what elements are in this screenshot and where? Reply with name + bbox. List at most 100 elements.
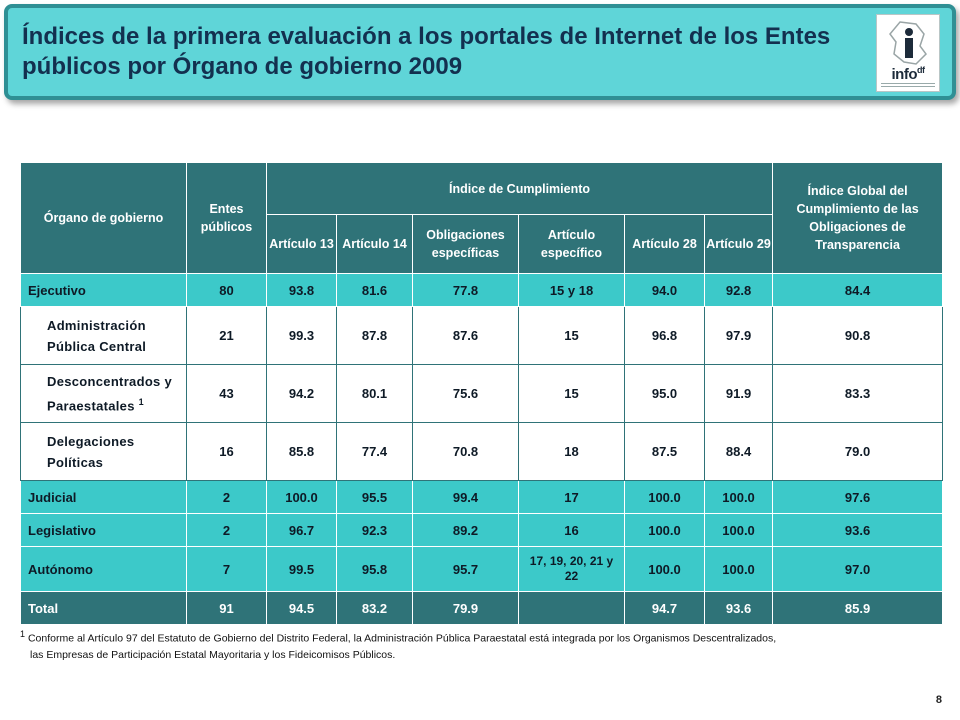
cell-organo: Total — [20, 591, 187, 625]
cell-entes: 80 — [186, 273, 267, 307]
cell-obligaciones: 95.7 — [412, 546, 519, 592]
table-row: Ejecutivo 80 93.8 81.6 77.8 15 y 18 94.0… — [20, 273, 944, 307]
cell-art-especifico: 15 — [518, 306, 625, 365]
header-art14: Artículo 14 — [336, 214, 413, 274]
cell-art29: 100.0 — [703, 546, 774, 592]
cell-art-especifico: 16 — [518, 513, 625, 547]
cell-art29: 97.9 — [703, 306, 774, 365]
cell-art14: 83.2 — [336, 591, 413, 625]
cell-entes: 7 — [186, 546, 267, 592]
cell-art29: 93.6 — [703, 591, 774, 625]
cell-art-especifico: 18 — [518, 422, 625, 481]
cell-art28: 87.5 — [624, 422, 705, 481]
cell-global: 90.8 — [772, 306, 944, 365]
cell-art13: 85.8 — [266, 422, 337, 481]
header-indice-cumplimiento: Índice de Cumplimiento — [265, 162, 774, 215]
cell-art-especifico: 15 — [518, 364, 625, 423]
header-entes: Entes públicos — [186, 162, 267, 274]
cell-art14: 87.8 — [336, 306, 413, 365]
cell-art14: 92.3 — [336, 513, 413, 547]
cell-entes: 43 — [186, 364, 267, 423]
cell-art13: 94.2 — [266, 364, 337, 423]
cell-global: 83.3 — [772, 364, 944, 423]
evaluation-table: Órgano de gobierno Entes públicos Índice… — [20, 162, 944, 625]
cell-art28: 96.8 — [624, 306, 705, 365]
cell-art28: 94.0 — [624, 273, 705, 307]
cell-art-especifico — [518, 591, 625, 625]
cell-art13: 100.0 — [266, 480, 337, 514]
cell-obligaciones: 89.2 — [412, 513, 519, 547]
cell-organo: Judicial — [20, 480, 187, 514]
page-number: 8 — [935, 694, 942, 706]
cell-art-especifico: 17, 19, 20, 21 y 22 — [518, 546, 625, 592]
cell-art29: 91.9 — [703, 364, 774, 423]
cell-art14: 77.4 — [336, 422, 413, 481]
cell-global: 93.6 — [772, 513, 944, 547]
footnote-marker: 1 — [138, 396, 144, 407]
cell-art14: 95.5 — [336, 480, 413, 514]
cell-obligaciones: 77.8 — [412, 273, 519, 307]
cell-art28: 100.0 — [624, 546, 705, 592]
cell-art-especifico: 15 y 18 — [518, 273, 625, 307]
infodf-logo: infodf — [876, 14, 940, 92]
cell-art13: 99.5 — [266, 546, 337, 592]
cell-obligaciones: 87.6 — [412, 306, 519, 365]
cell-art14: 81.6 — [336, 273, 413, 307]
cell-global: 97.6 — [772, 480, 944, 514]
header-art-especifico: Artículo específico — [518, 214, 625, 274]
cell-art28: 100.0 — [624, 480, 705, 514]
table-row: Administración Pública Central 21 99.3 8… — [20, 306, 944, 365]
cell-entes: 2 — [186, 480, 267, 514]
footnote-line-2: las Empresas de Participación Estatal Ma… — [30, 648, 396, 661]
header-art28: Artículo 28 — [624, 214, 705, 274]
cell-global: 85.9 — [772, 591, 944, 625]
cell-organo: Desconcentrados y Paraestatales 1 — [20, 364, 187, 423]
title-banner: Índices de la primera evaluación a los p… — [4, 4, 956, 100]
cell-art14: 95.8 — [336, 546, 413, 592]
table-row: Legislativo 2 96.7 92.3 89.2 16 100.0 10… — [20, 513, 944, 547]
logo-tagline — [881, 83, 935, 89]
cell-global: 79.0 — [772, 422, 944, 481]
footnote: 1 Conforme al Artículo 97 del Estatuto d… — [20, 626, 950, 663]
table-row: Judicial 2 100.0 95.5 99.4 17 100.0 100.… — [20, 480, 944, 514]
cell-obligaciones: 75.6 — [412, 364, 519, 423]
cell-entes: 16 — [186, 422, 267, 481]
cell-global: 84.4 — [772, 273, 944, 307]
cell-art13: 94.5 — [266, 591, 337, 625]
table-row-total: Total 91 94.5 83.2 79.9 94.7 93.6 85.9 — [20, 591, 944, 625]
cell-art29: 100.0 — [703, 480, 774, 514]
cell-obligaciones: 99.4 — [412, 480, 519, 514]
header-organo: Órgano de gobierno — [20, 162, 187, 274]
header-indice-global: Índice Global del Cumplimiento de las Ob… — [772, 162, 944, 274]
logo-wordmark: infodf — [891, 65, 925, 83]
table-row: Delegaciones Políticas 16 85.8 77.4 70.8… — [20, 422, 944, 481]
table-row: Autónomo 7 99.5 95.8 95.7 17, 19, 20, 21… — [20, 546, 944, 592]
cell-art28: 94.7 — [624, 591, 705, 625]
cell-organo: Administración Pública Central — [20, 306, 187, 365]
cell-organo: Legislativo — [20, 513, 187, 547]
cell-art14: 80.1 — [336, 364, 413, 423]
header-art13: Artículo 13 — [266, 214, 337, 274]
cell-obligaciones: 79.9 — [412, 591, 519, 625]
cell-art28: 95.0 — [624, 364, 705, 423]
table-row: Desconcentrados y Paraestatales 1 43 94.… — [20, 364, 944, 423]
cell-organo: Ejecutivo — [20, 273, 187, 307]
cell-entes: 91 — [186, 591, 267, 625]
cell-entes: 21 — [186, 306, 267, 365]
cell-obligaciones: 70.8 — [412, 422, 519, 481]
cell-art-especifico: 17 — [518, 480, 625, 514]
cell-global: 97.0 — [772, 546, 944, 592]
logo-map-icon — [889, 21, 927, 65]
cell-organo: Delegaciones Políticas — [20, 422, 187, 481]
cell-art13: 99.3 — [266, 306, 337, 365]
cell-art29: 100.0 — [703, 513, 774, 547]
footnote-line-1: 1 Conforme al Artículo 97 del Estatuto d… — [20, 629, 777, 645]
cell-art29: 92.8 — [703, 273, 774, 307]
header-obligaciones: Obligaciones específicas — [412, 214, 519, 274]
cell-art29: 88.4 — [703, 422, 774, 481]
cell-organo: Autónomo — [20, 546, 187, 592]
cell-art28: 100.0 — [624, 513, 705, 547]
page-title: Índices de la primera evaluación a los p… — [22, 23, 831, 80]
header-art29: Artículo 29 — [703, 214, 774, 274]
cell-art13: 93.8 — [266, 273, 337, 307]
